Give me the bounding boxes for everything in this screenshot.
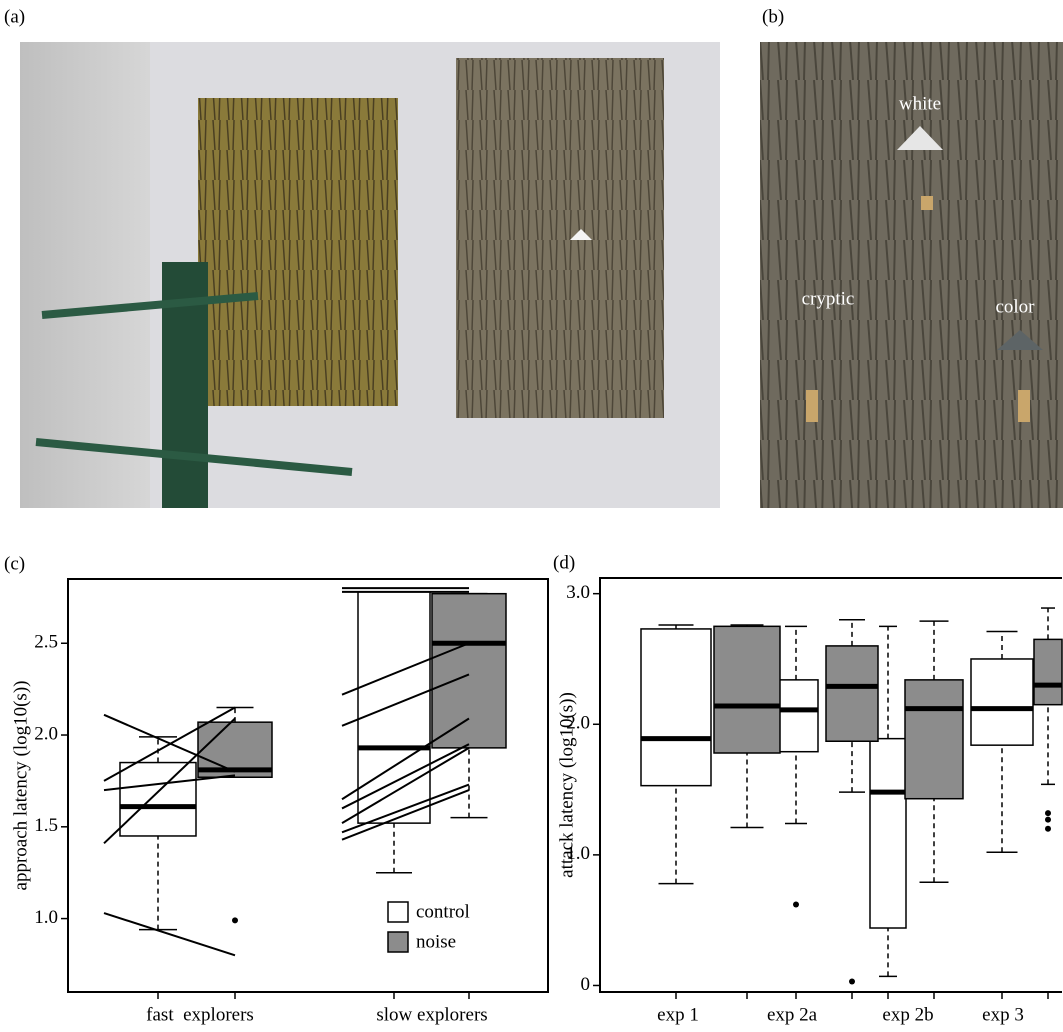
box	[120, 763, 196, 836]
panel-label: (a)	[4, 6, 25, 27]
panel-label: (d)	[553, 552, 575, 573]
box	[714, 626, 780, 753]
y-tick-label: 1.0	[566, 843, 590, 864]
outlier	[1045, 810, 1051, 816]
outlier	[1045, 817, 1051, 823]
box	[971, 659, 1033, 745]
photo-a	[20, 42, 720, 508]
photo-label: cryptic	[802, 288, 855, 309]
paired-line	[104, 913, 235, 955]
photo-b: white cryptic color	[760, 42, 1063, 508]
legend-label: noise	[416, 931, 456, 952]
panel-label: (b)	[762, 6, 784, 27]
legend-swatch	[388, 902, 408, 922]
box	[1034, 639, 1062, 704]
y-tick-label: 1.5	[34, 815, 58, 836]
box	[432, 594, 506, 748]
figure: (a) (b) white cryptic color (c) approach …	[0, 0, 1063, 1032]
y-tick-label: 1.0	[34, 907, 58, 928]
photo-label: color	[995, 296, 1035, 317]
panel-label: (c)	[4, 553, 25, 574]
y-tick-label: 2.0	[34, 723, 58, 744]
x-tick-label: fast explorers	[146, 1004, 254, 1025]
photo-label: white	[899, 93, 941, 114]
legend-label: control	[416, 901, 470, 922]
box	[641, 629, 711, 786]
legend-swatch	[388, 932, 408, 952]
box	[905, 680, 963, 799]
x-tick-label: exp 1	[657, 1004, 699, 1025]
x-tick-label: exp 2a	[767, 1004, 818, 1025]
box	[870, 739, 906, 928]
y-tick-label: 2.5	[34, 632, 58, 653]
x-tick-label: exp 2b	[882, 1004, 933, 1025]
box	[358, 592, 430, 823]
outlier	[849, 979, 855, 985]
y-tick-label: 0	[581, 974, 591, 995]
box	[826, 646, 878, 741]
outlier	[1045, 826, 1051, 832]
outlier	[232, 917, 238, 923]
outlier	[793, 901, 799, 907]
x-tick-label: exp 3	[982, 1004, 1024, 1025]
y-tick-label: 3.0	[566, 582, 590, 603]
x-tick-label: slow explorers	[376, 1004, 487, 1025]
y-axis-label: approach latency (log10(s))	[10, 681, 31, 891]
y-tick-label: 2.0	[566, 713, 590, 734]
